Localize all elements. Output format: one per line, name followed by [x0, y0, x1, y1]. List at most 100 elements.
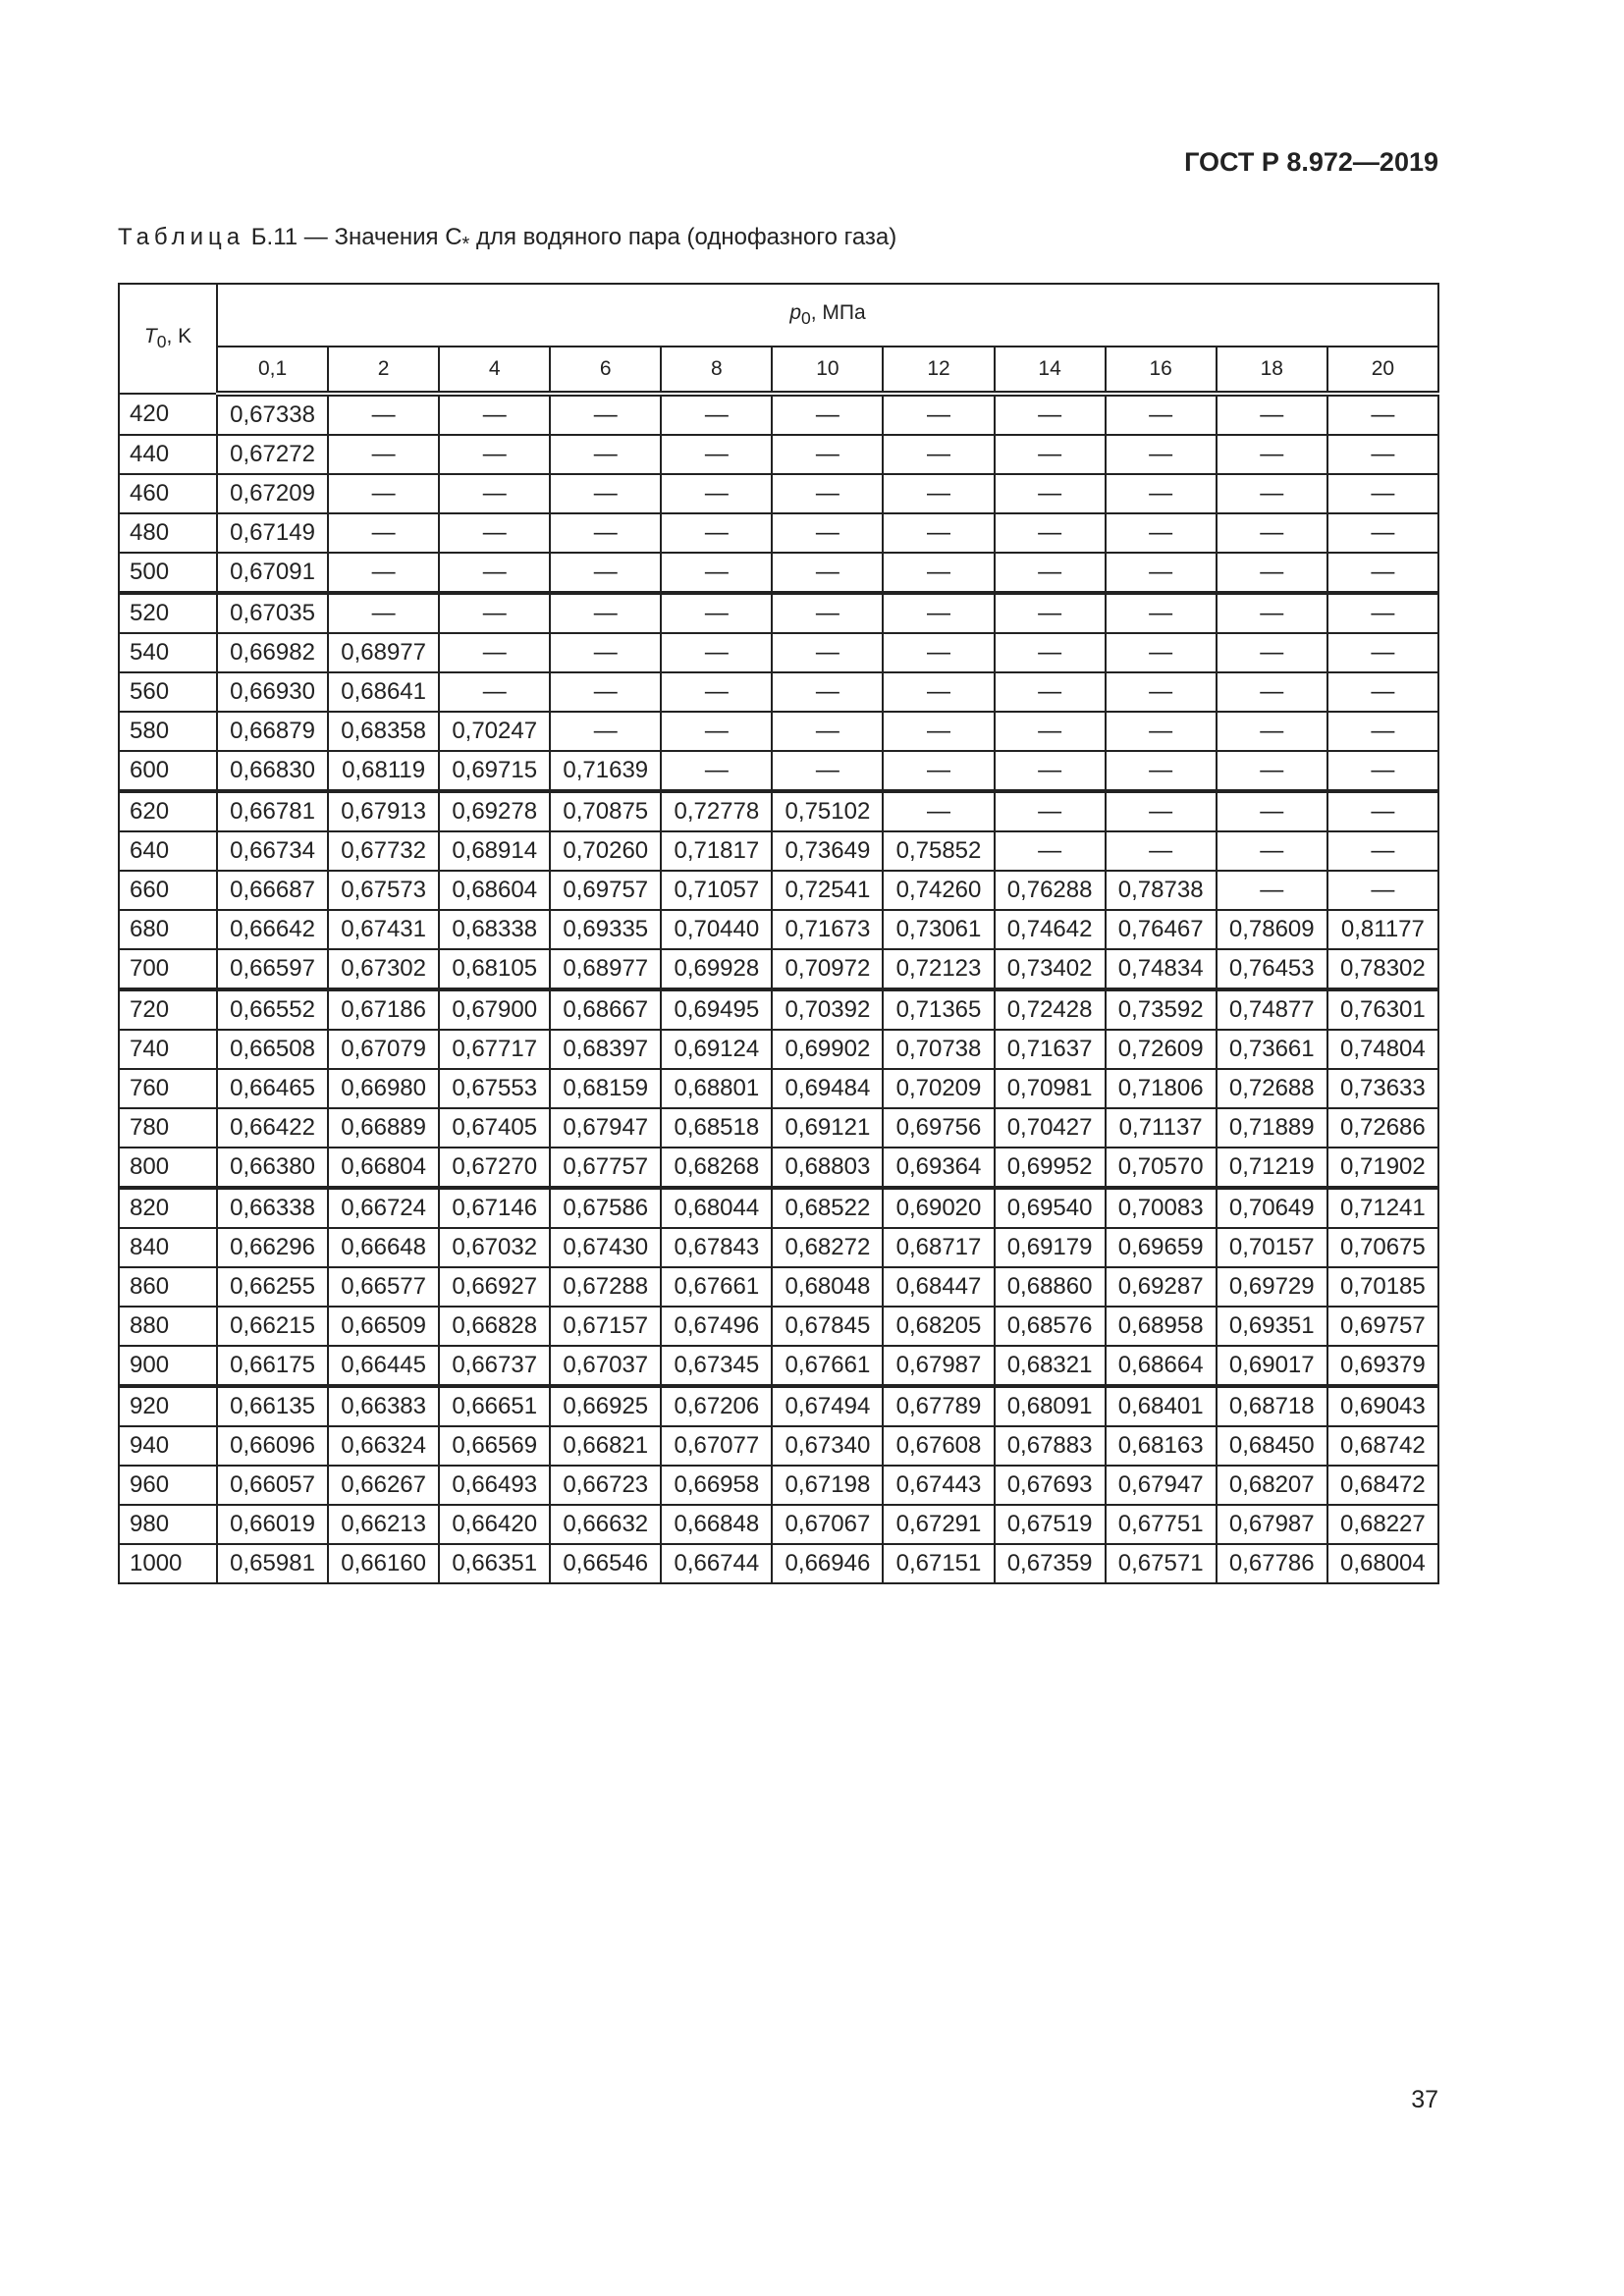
- value-cell: 0,67496: [660, 1306, 774, 1347]
- value-cell: 0,66296: [215, 1227, 330, 1268]
- value-cell: —: [1326, 393, 1440, 436]
- value-cell: 0,69659: [1104, 1227, 1218, 1268]
- value-cell: 0,69495: [660, 988, 774, 1031]
- temperature-cell: 540: [118, 632, 218, 673]
- value-cell: 0,66213: [327, 1504, 441, 1545]
- value-cell: —: [438, 632, 552, 673]
- value-cell: —: [1326, 750, 1440, 793]
- value-cell: 0,76301: [1326, 988, 1440, 1031]
- value-cell: 0,72686: [1326, 1107, 1440, 1148]
- table-row: 420 0,67338— — — — — — — — — —: [118, 393, 1440, 436]
- value-cell: —: [1215, 870, 1328, 911]
- data-table: T0, K p0, МПа 0,1 2 4 6 8 10 12 14 16 18 20 420 0,6…: [118, 283, 1440, 1584]
- value-cell: 0,69043: [1326, 1385, 1440, 1427]
- temperature-cell: 560: [118, 671, 218, 713]
- value-cell: 0,68958: [1104, 1306, 1218, 1347]
- value-cell: 0,71673: [771, 909, 885, 950]
- value-cell: —: [660, 473, 774, 514]
- pressure-header-row: 0,1 2 4 6 8 10 12 14 16 18 20: [119, 346, 1440, 397]
- value-cell: —: [327, 473, 441, 514]
- value-cell: 0,68004: [1326, 1543, 1440, 1584]
- table-row: 540 0,66982 0,68977— — — — — — — — —: [118, 632, 1440, 673]
- value-cell: —: [327, 512, 441, 554]
- table-row: 660 0,66687 0,67573 0,68604 0,69757 0,71057 0,…: [118, 870, 1440, 911]
- value-cell: 0,68207: [1215, 1465, 1328, 1506]
- table-row: 880 0,66215 0,66509 0,66828 0,67157 0,67496 0,…: [118, 1306, 1440, 1347]
- value-cell: 0,66569: [438, 1425, 552, 1467]
- value-cell: —: [1104, 473, 1218, 514]
- temperature-cell: 820: [118, 1187, 218, 1229]
- value-cell: 0,74642: [993, 909, 1107, 950]
- value-cell: 0,68397: [549, 1029, 663, 1070]
- value-cell: —: [993, 632, 1107, 673]
- value-cell: 0,67883: [993, 1425, 1107, 1467]
- value-cell: 0,68977: [549, 948, 663, 991]
- value-cell: —: [1215, 393, 1328, 436]
- value-cell: —: [1104, 512, 1218, 554]
- temperature-cell: 600: [118, 750, 218, 793]
- value-cell: 0,71137: [1104, 1107, 1218, 1148]
- value-cell: 0,67209: [215, 473, 330, 514]
- value-cell: —: [1104, 830, 1218, 872]
- value-cell: —: [771, 750, 885, 793]
- value-cell: 0,67405: [438, 1107, 552, 1148]
- value-cell: 0,68860: [993, 1266, 1107, 1308]
- value-cell: 0,68604: [438, 870, 552, 911]
- value-cell: —: [993, 592, 1107, 634]
- value-cell: 0,66744: [660, 1543, 774, 1584]
- temperature-cell: 900: [118, 1345, 218, 1388]
- value-cell: 0,71817: [660, 830, 774, 872]
- value-cell: —: [327, 552, 441, 595]
- value-cell: —: [1326, 552, 1440, 595]
- value-cell: 0,70875: [549, 790, 663, 832]
- value-cell: 0,69121: [771, 1107, 885, 1148]
- value-cell: 0,67586: [549, 1187, 663, 1229]
- value-cell: 0,67987: [1215, 1504, 1328, 1545]
- value-cell: 0,67430: [549, 1227, 663, 1268]
- value-cell: 0,66324: [327, 1425, 441, 1467]
- value-cell: 0,69379: [1326, 1345, 1440, 1388]
- value-cell: —: [993, 552, 1107, 595]
- value-cell: 0,70392: [771, 988, 885, 1031]
- value-cell: 0,68105: [438, 948, 552, 991]
- value-cell: —: [660, 632, 774, 673]
- value-cell: 0,70649: [1215, 1187, 1328, 1229]
- value-cell: 0,68163: [1104, 1425, 1218, 1467]
- value-cell: —: [327, 393, 441, 436]
- temperature-cell: 760: [118, 1068, 218, 1109]
- value-cell: 0,69484: [771, 1068, 885, 1109]
- pressure-header-cell: 12: [882, 346, 996, 397]
- value-cell: 0,73402: [993, 948, 1107, 991]
- value-cell: —: [1104, 711, 1218, 752]
- value-cell: 0,67270: [438, 1147, 552, 1190]
- value-cell: —: [882, 750, 996, 793]
- value-cell: 0,66096: [215, 1425, 330, 1467]
- value-cell: 0,67843: [660, 1227, 774, 1268]
- temperature-cell: 480: [118, 512, 218, 554]
- value-cell: 0,68576: [993, 1306, 1107, 1347]
- value-cell: 0,69351: [1215, 1306, 1328, 1347]
- value-cell: 0,66465: [215, 1068, 330, 1109]
- value-cell: 0,72778: [660, 790, 774, 832]
- value-cell: 0,78609: [1215, 909, 1328, 950]
- value-cell: —: [771, 393, 885, 436]
- value-cell: 0,67037: [549, 1345, 663, 1388]
- value-cell: 0,69020: [882, 1187, 996, 1229]
- value-cell: 0,66828: [438, 1306, 552, 1347]
- value-cell: 0,70185: [1326, 1266, 1440, 1308]
- table-row: 680 0,66642 0,67431 0,68338 0,69335 0,70440 0,…: [118, 909, 1440, 950]
- temperature-cell: 520: [118, 592, 218, 634]
- value-cell: —: [1215, 830, 1328, 872]
- value-cell: —: [771, 512, 885, 554]
- value-cell: 0,70427: [993, 1107, 1107, 1148]
- value-cell: 0,66687: [215, 870, 330, 911]
- value-cell: 0,66648: [327, 1227, 441, 1268]
- value-cell: 0,71637: [993, 1029, 1107, 1070]
- value-cell: —: [993, 473, 1107, 514]
- value-cell: 0,68401: [1104, 1385, 1218, 1427]
- value-cell: —: [882, 473, 996, 514]
- table-row: 720 0,66552 0,67186 0,67900 0,68667 0,69495 0,…: [118, 988, 1440, 1031]
- pressure-header-cell: 8: [660, 346, 774, 397]
- value-cell: 0,68321: [993, 1345, 1107, 1388]
- value-cell: 0,67302: [327, 948, 441, 991]
